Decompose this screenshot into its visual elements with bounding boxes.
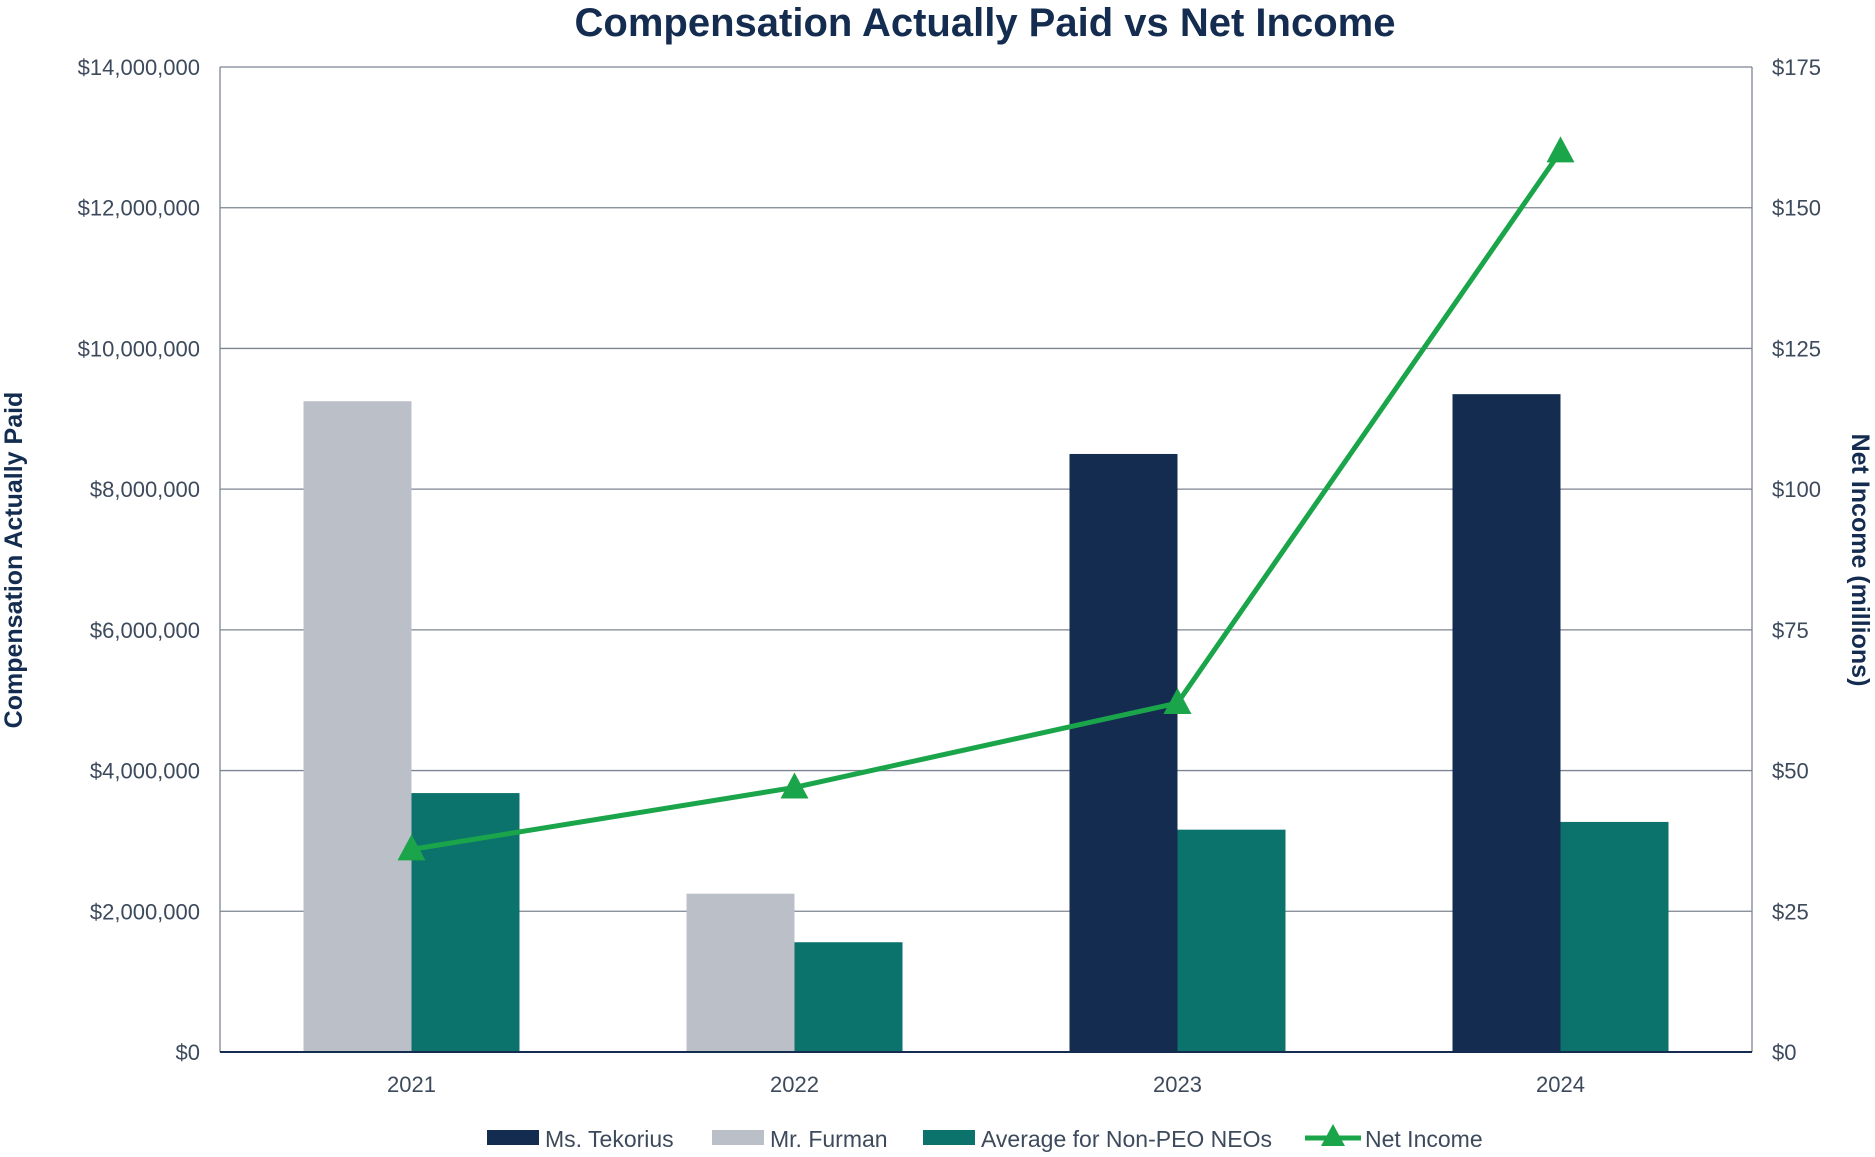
- left-tick-label: $8,000,000: [90, 477, 200, 502]
- net-income-marker: [1546, 136, 1575, 163]
- legend-ms-tekorius-label: Ms. Tekorius: [545, 1126, 674, 1152]
- bar-ms-tekorius: [1452, 394, 1561, 1052]
- bar-average-non-peo: [794, 942, 903, 1052]
- legend: Ms. Tekorius Mr. Furman Average for Non-PE…: [487, 1124, 1483, 1152]
- right-tick-label: $100: [1772, 477, 1821, 502]
- x-tick-label: 2022: [770, 1072, 819, 1097]
- bar-mr-furman: [303, 401, 412, 1053]
- left-axis-ticks: $0 $2,000,000 $4,000,000 $6,000,000 $8,000,0…: [78, 55, 200, 1065]
- x-tick-label: 2024: [1536, 1072, 1585, 1097]
- x-tick-label: 2021: [387, 1072, 436, 1097]
- left-tick-label: $14,000,000: [78, 55, 200, 80]
- bar-ms-tekorius: [1069, 453, 1178, 1052]
- x-axis-ticks: 2021 2022 2023 2024: [387, 1072, 1585, 1097]
- left-tick-label: $10,000,000: [78, 336, 200, 361]
- right-axis-ticks: $0 $25 $50 $75 $100 $125 $150 $175: [1772, 55, 1821, 1065]
- right-tick-label: $25: [1772, 899, 1809, 924]
- gridlines: [219, 66, 1753, 1052]
- net-income-marker: [1163, 688, 1192, 715]
- right-tick-label: $75: [1772, 618, 1809, 643]
- bar-average-non-peo: [411, 793, 520, 1052]
- left-tick-label: $0: [176, 1040, 200, 1065]
- x-tick-label: 2023: [1153, 1072, 1202, 1097]
- right-tick-label: $125: [1772, 336, 1821, 361]
- legend-average-for-non-peo-neos-swatch: [923, 1130, 975, 1145]
- left-tick-label: $2,000,000: [90, 899, 200, 924]
- chart-title: Compensation Actually Paid vs Net Income: [575, 1, 1396, 45]
- legend-mr-furman-label: Mr. Furman: [770, 1126, 888, 1152]
- right-tick-label: $150: [1772, 196, 1821, 221]
- right-tick-label: $175: [1772, 55, 1821, 80]
- legend-average-for-non-peo-neos-label: Average for Non-PEO NEOs: [981, 1126, 1272, 1152]
- bar-average-non-peo: [1177, 829, 1286, 1052]
- left-axis-title: Compensation Actually Paid: [0, 392, 28, 729]
- bar-mr-furman: [686, 893, 795, 1052]
- net-income-marker: [397, 834, 426, 861]
- right-tick-label: $0: [1772, 1040, 1796, 1065]
- left-tick-label: $4,000,000: [90, 759, 200, 784]
- net-income-marker: [780, 772, 809, 799]
- left-tick-label: $12,000,000: [78, 196, 200, 221]
- legend-mr-furman-swatch: [712, 1130, 764, 1145]
- net-income-polyline: [411, 150, 1563, 852]
- left-tick-label: $6,000,000: [90, 618, 200, 643]
- bars: [303, 394, 1669, 1053]
- legend-net-income-label: Net Income: [1365, 1126, 1483, 1152]
- net-income-line: [397, 136, 1575, 861]
- right-axis-title: Net Income (millions): [1846, 434, 1874, 687]
- bar-average-non-peo: [1560, 821, 1669, 1052]
- legend-net-income-marker: [1321, 1124, 1345, 1146]
- right-tick-label: $50: [1772, 759, 1809, 784]
- legend-ms-tekorius-swatch: [487, 1130, 539, 1145]
